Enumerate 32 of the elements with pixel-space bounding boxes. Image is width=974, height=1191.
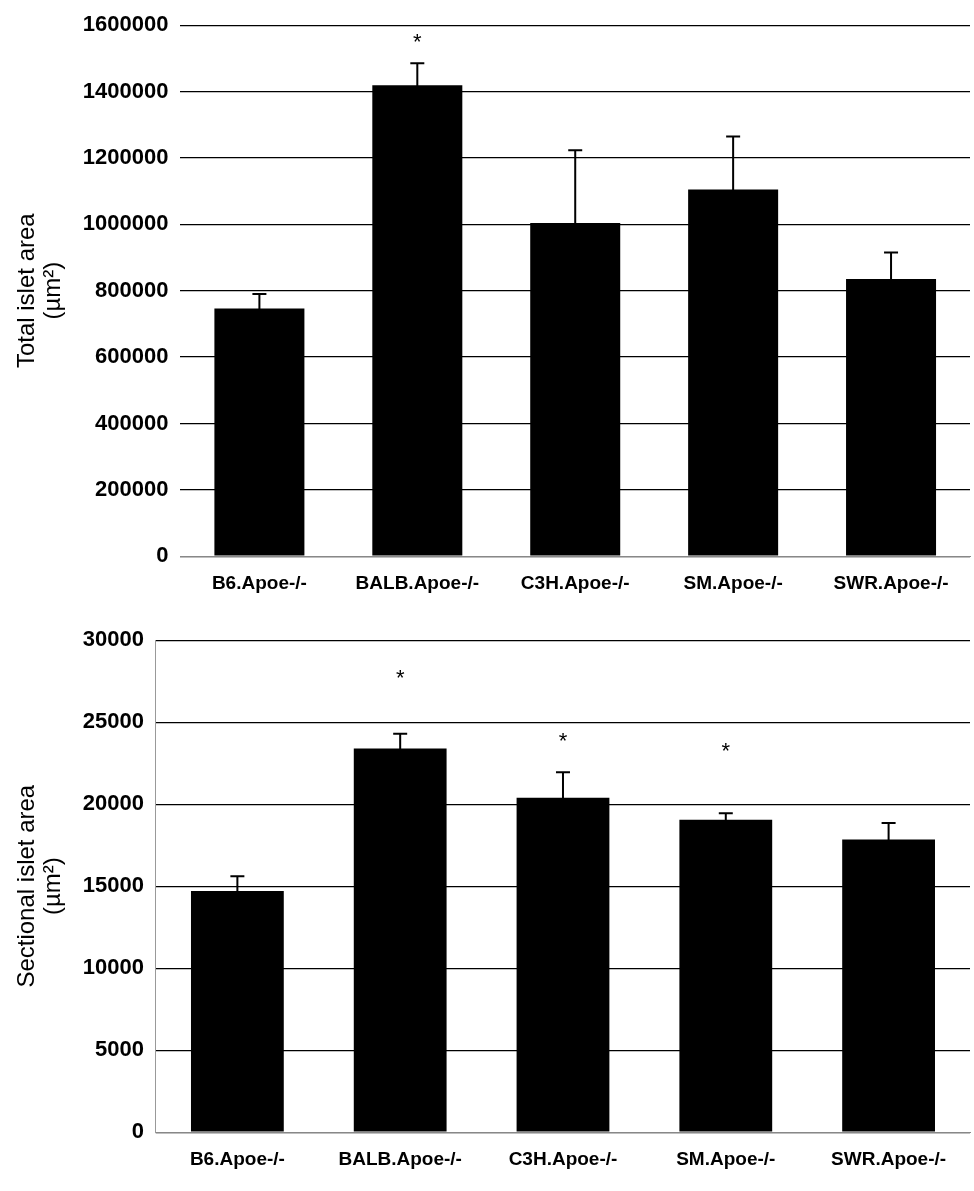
x-tick-label: BALB.Apoe-/- xyxy=(338,1147,462,1169)
annotation: * xyxy=(558,727,568,753)
x-tick-label: SWR.Apoe-/- xyxy=(833,571,949,593)
x-tick-label: C3H.Apoe-/- xyxy=(520,571,630,593)
y-tick-label: 0 xyxy=(131,1118,144,1144)
y-tick-label: 1600000 xyxy=(82,11,169,37)
annotation: * xyxy=(395,664,405,690)
y-tick-label: 30000 xyxy=(82,626,144,652)
x-tick-label: B6.Apoe-/- xyxy=(189,1147,285,1169)
y-tick-label: 1200000 xyxy=(82,144,169,170)
x-tick-label: BALB.Apoe-/- xyxy=(355,571,480,593)
y-tick-label: 20000 xyxy=(82,790,144,816)
y-tick-label: 400000 xyxy=(95,409,169,435)
annotation: * xyxy=(721,737,731,763)
x-tick-label: B6.Apoe-/- xyxy=(211,571,307,593)
y-axis-title: Sectional islet area (µm²) xyxy=(11,784,66,988)
y-axis-title: Total islet area (µm²) xyxy=(11,212,66,369)
y-tick-label: 800000 xyxy=(95,276,169,302)
y-tick-label: 200000 xyxy=(95,475,169,501)
x-tick-label: SWR.Apoe-/- xyxy=(831,1147,947,1169)
y-tick-label: 15000 xyxy=(82,872,144,898)
y-tick-label: 600000 xyxy=(95,343,169,369)
y-tick-label: 25000 xyxy=(82,708,144,734)
annotation: * xyxy=(413,29,423,55)
y-tick-label: 10000 xyxy=(82,954,144,980)
y-tick-label: 5000 xyxy=(95,1036,144,1062)
y-tick-label: 0 xyxy=(156,542,169,568)
y-tick-label: 1000000 xyxy=(82,210,169,236)
x-tick-label: SM.Apoe-/- xyxy=(676,1147,776,1169)
x-tick-label: C3H.Apoe-/- xyxy=(508,1147,618,1169)
y-tick-label: 1400000 xyxy=(82,77,169,103)
x-tick-label: SM.Apoe-/- xyxy=(683,571,783,593)
